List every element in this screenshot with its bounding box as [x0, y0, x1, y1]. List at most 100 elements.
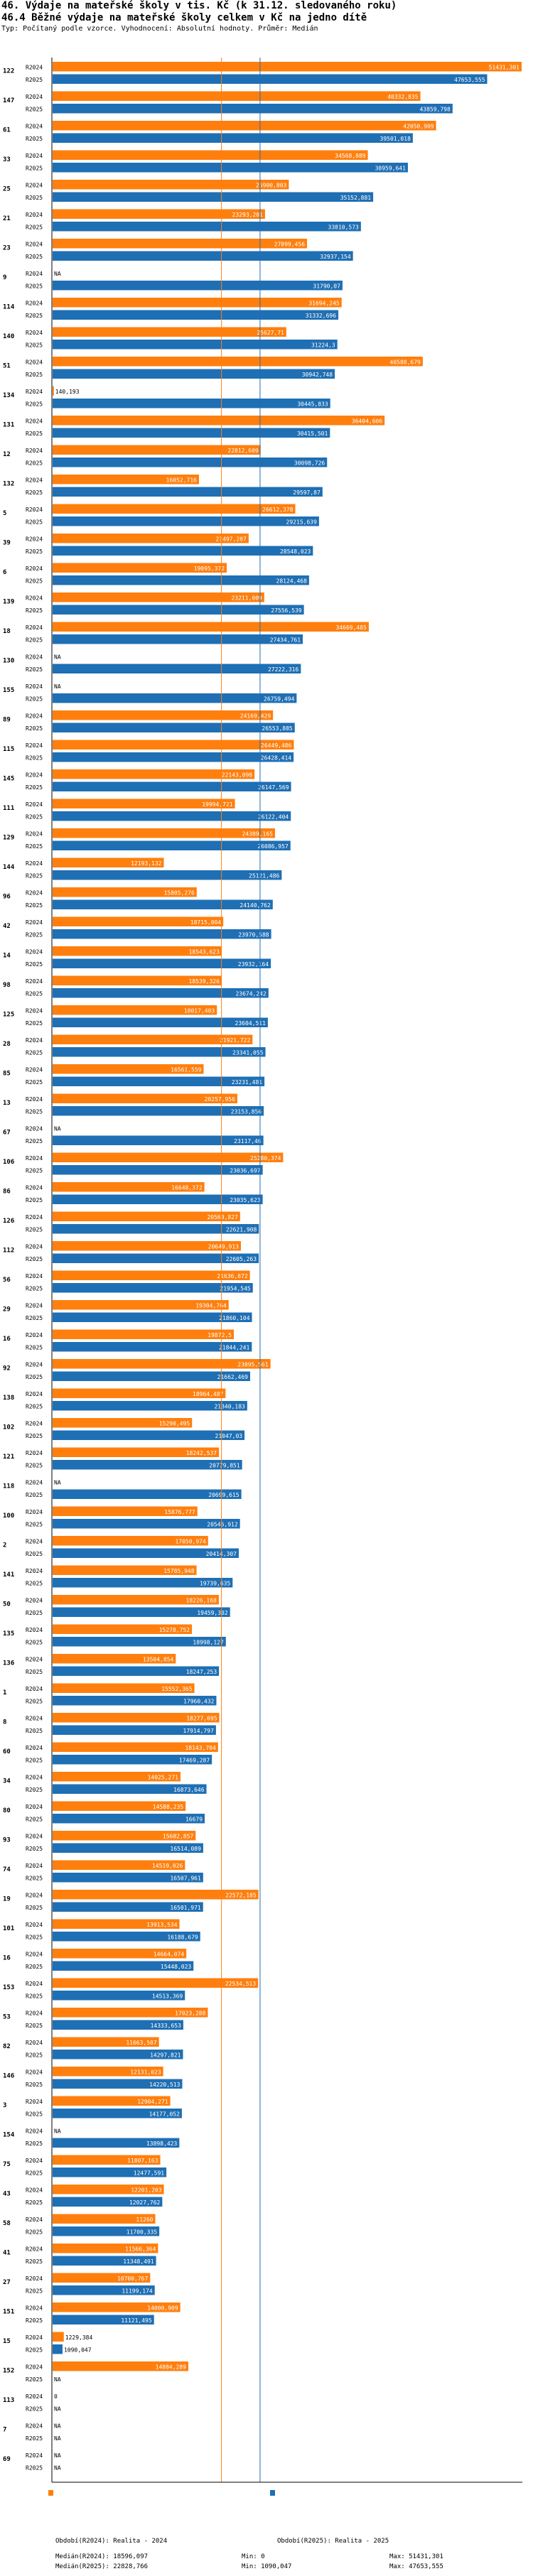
- bar-r2025: [53, 1430, 245, 1440]
- value-label: 36404,606: [352, 418, 383, 425]
- bar-r2025: [53, 1637, 226, 1647]
- value-label: 43859,798: [419, 107, 451, 113]
- series-label: R2024: [26, 949, 43, 956]
- bar-r2025: [53, 870, 282, 880]
- series-label: R2025: [26, 224, 43, 231]
- chart-footer: Období(R2024): Realita - 2024 Období(R20…: [0, 2535, 533, 2575]
- series-label: R2025: [26, 1227, 43, 1233]
- min-2025-label: Min: 1090,047: [242, 2563, 292, 2570]
- series-label: R2024: [26, 2069, 43, 2076]
- bar-r2024: [53, 1536, 208, 1546]
- value-label: NA: [54, 2128, 61, 2135]
- bar-r2025: [53, 428, 330, 438]
- value-label: 0: [54, 2393, 58, 2400]
- series-label: R2025: [26, 1610, 43, 1616]
- group-label: 151: [3, 2309, 14, 2316]
- value-label: 16873,646: [173, 1787, 205, 1793]
- series-label: R2024: [26, 595, 43, 602]
- group-label: 3: [3, 2102, 6, 2109]
- bar-r2024: [53, 386, 54, 396]
- series-label: R2024: [26, 124, 43, 130]
- series-label: R2024: [26, 1568, 43, 1574]
- bar-r2024: [53, 1506, 198, 1516]
- series-label: R2025: [26, 519, 43, 526]
- value-label: 31694,245: [308, 301, 340, 307]
- series-label: R2025: [26, 1168, 43, 1174]
- value-label: 18964,487: [193, 1391, 224, 1397]
- group-label: 9: [3, 274, 6, 281]
- series-label: R2025: [26, 2082, 43, 2088]
- series-label: R2025: [26, 195, 43, 201]
- bar-r2025: [53, 133, 413, 143]
- series-label: R2024: [26, 1185, 43, 1191]
- bar-r2024: [53, 327, 286, 337]
- series-label: R2025: [26, 1581, 43, 1587]
- series-label: R2024: [26, 183, 43, 189]
- value-label: 12477,591: [134, 2170, 165, 2177]
- series-label: R2024: [26, 1096, 43, 1103]
- chart-title: 46. Výdaje na mateřské školy v tis. Kč (…: [1, 0, 397, 11]
- series-label: R2025: [26, 1492, 43, 1498]
- bar-r2024: [53, 445, 261, 455]
- bar-r2024: [53, 1388, 226, 1398]
- series-label: R2024: [26, 831, 43, 838]
- bar-r2024: [53, 1447, 220, 1457]
- group-label: 144: [3, 864, 15, 871]
- value-label: 14333,653: [151, 2023, 182, 2029]
- bar-r2024: [53, 121, 436, 131]
- group-label: 98: [3, 982, 11, 989]
- group-label: 53: [3, 2014, 11, 2021]
- value-label: 31224,3: [311, 342, 335, 349]
- bar-r2024: [53, 1624, 193, 1634]
- series-label: R2025: [26, 1050, 43, 1056]
- group-label: 23: [3, 245, 11, 252]
- series-label: R2024: [26, 2452, 43, 2459]
- value-label: 27899,456: [274, 242, 306, 248]
- value-label: 14177,052: [149, 2111, 181, 2118]
- series-label: R2025: [26, 2258, 43, 2265]
- series-label: R2025: [26, 2170, 43, 2177]
- series-label: R2025: [26, 2376, 43, 2383]
- series-label: R2024: [26, 2099, 43, 2105]
- series-label: R2024: [26, 1775, 43, 1781]
- series-label: R2025: [26, 1876, 43, 1882]
- group-label: 130: [3, 658, 14, 665]
- value-label: 11260: [136, 2217, 153, 2223]
- value-label: 47653,555: [454, 77, 485, 83]
- series-label: R2024: [26, 2334, 43, 2341]
- bar-r2025: [53, 310, 339, 320]
- series-label: R2024: [26, 1539, 43, 1545]
- value-label: 14884,289: [156, 2364, 187, 2371]
- bar-r2025: [53, 723, 295, 732]
- group-label: 18: [3, 628, 11, 635]
- bar-r2024: [53, 416, 385, 426]
- group-label: 1: [3, 1689, 6, 1696]
- bar-r2024: [53, 946, 222, 956]
- group-label: 92: [3, 1365, 11, 1373]
- bar-r2025: [53, 2020, 183, 2030]
- value-label: 16648,372: [171, 1185, 203, 1191]
- bar-r2024: [53, 1300, 229, 1310]
- series-label: R2024: [26, 2158, 43, 2164]
- series-label: R2025: [26, 2347, 43, 2354]
- series-label: R2024: [26, 1893, 43, 1899]
- value-label: 21844,241: [219, 1345, 250, 1351]
- group-label: 25: [3, 186, 11, 193]
- value-label: 23970,588: [238, 932, 269, 938]
- group-label: 7: [3, 2427, 6, 2434]
- group-label: 100: [3, 1512, 14, 1520]
- series-label: R2024: [26, 242, 43, 248]
- series-label: R2024: [26, 477, 43, 484]
- value-label: 17050,974: [175, 1539, 206, 1545]
- value-label: 27222,316: [268, 666, 299, 673]
- group-label: 50: [3, 1601, 11, 1608]
- value-label: 23036,697: [230, 1168, 261, 1174]
- bar-r2025: [53, 958, 271, 968]
- value-label: 10700,767: [117, 2275, 149, 2282]
- series-label: R2025: [26, 1817, 43, 1823]
- group-label: 75: [3, 2161, 11, 2168]
- group-label: 136: [3, 1660, 14, 1667]
- series-label: R2025: [26, 755, 43, 762]
- series-label: R2024: [26, 1273, 43, 1279]
- value-label: NA: [54, 2465, 61, 2472]
